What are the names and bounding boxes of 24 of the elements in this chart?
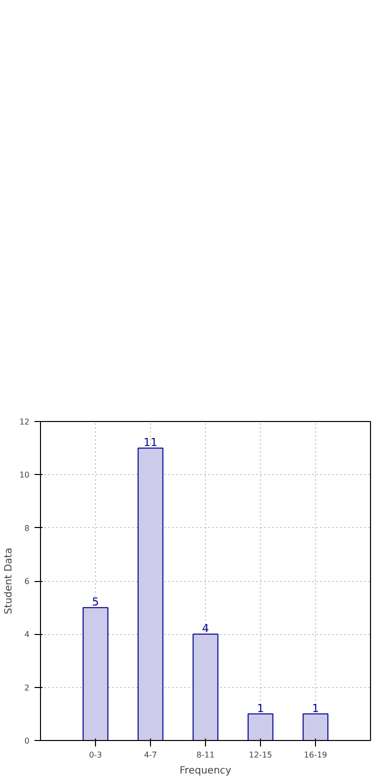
y-axis-title: Student Data [3,548,14,614]
x-tick-label: 0-3 [88,750,102,760]
data-label: 1 [312,702,319,715]
bar [302,713,328,740]
bar [192,634,218,740]
x-tick-label: 16-19 [304,750,328,760]
data-label: 4 [202,622,209,636]
y-tick-label: 10 [19,470,30,480]
y-tick-label: 6 [24,577,30,586]
y-tick-label: 4 [24,630,30,640]
x-axis-title: Frequency [180,766,232,776]
x-tick-label: 8-11 [196,750,215,760]
bar [248,713,274,740]
y-tick-label: 8 [24,524,30,533]
y-tick-label: 12 [19,418,30,426]
x-tick-label: 4-7 [144,750,158,760]
y-tick-label: 0 [24,736,30,746]
x-tick-label: 12-15 [248,750,272,760]
data-label: 5 [92,596,99,609]
bar [138,448,164,740]
bar [82,607,108,740]
data-label: 11 [144,436,158,450]
data-label: 1 [257,702,264,715]
y-tick-label: 2 [24,683,30,692]
